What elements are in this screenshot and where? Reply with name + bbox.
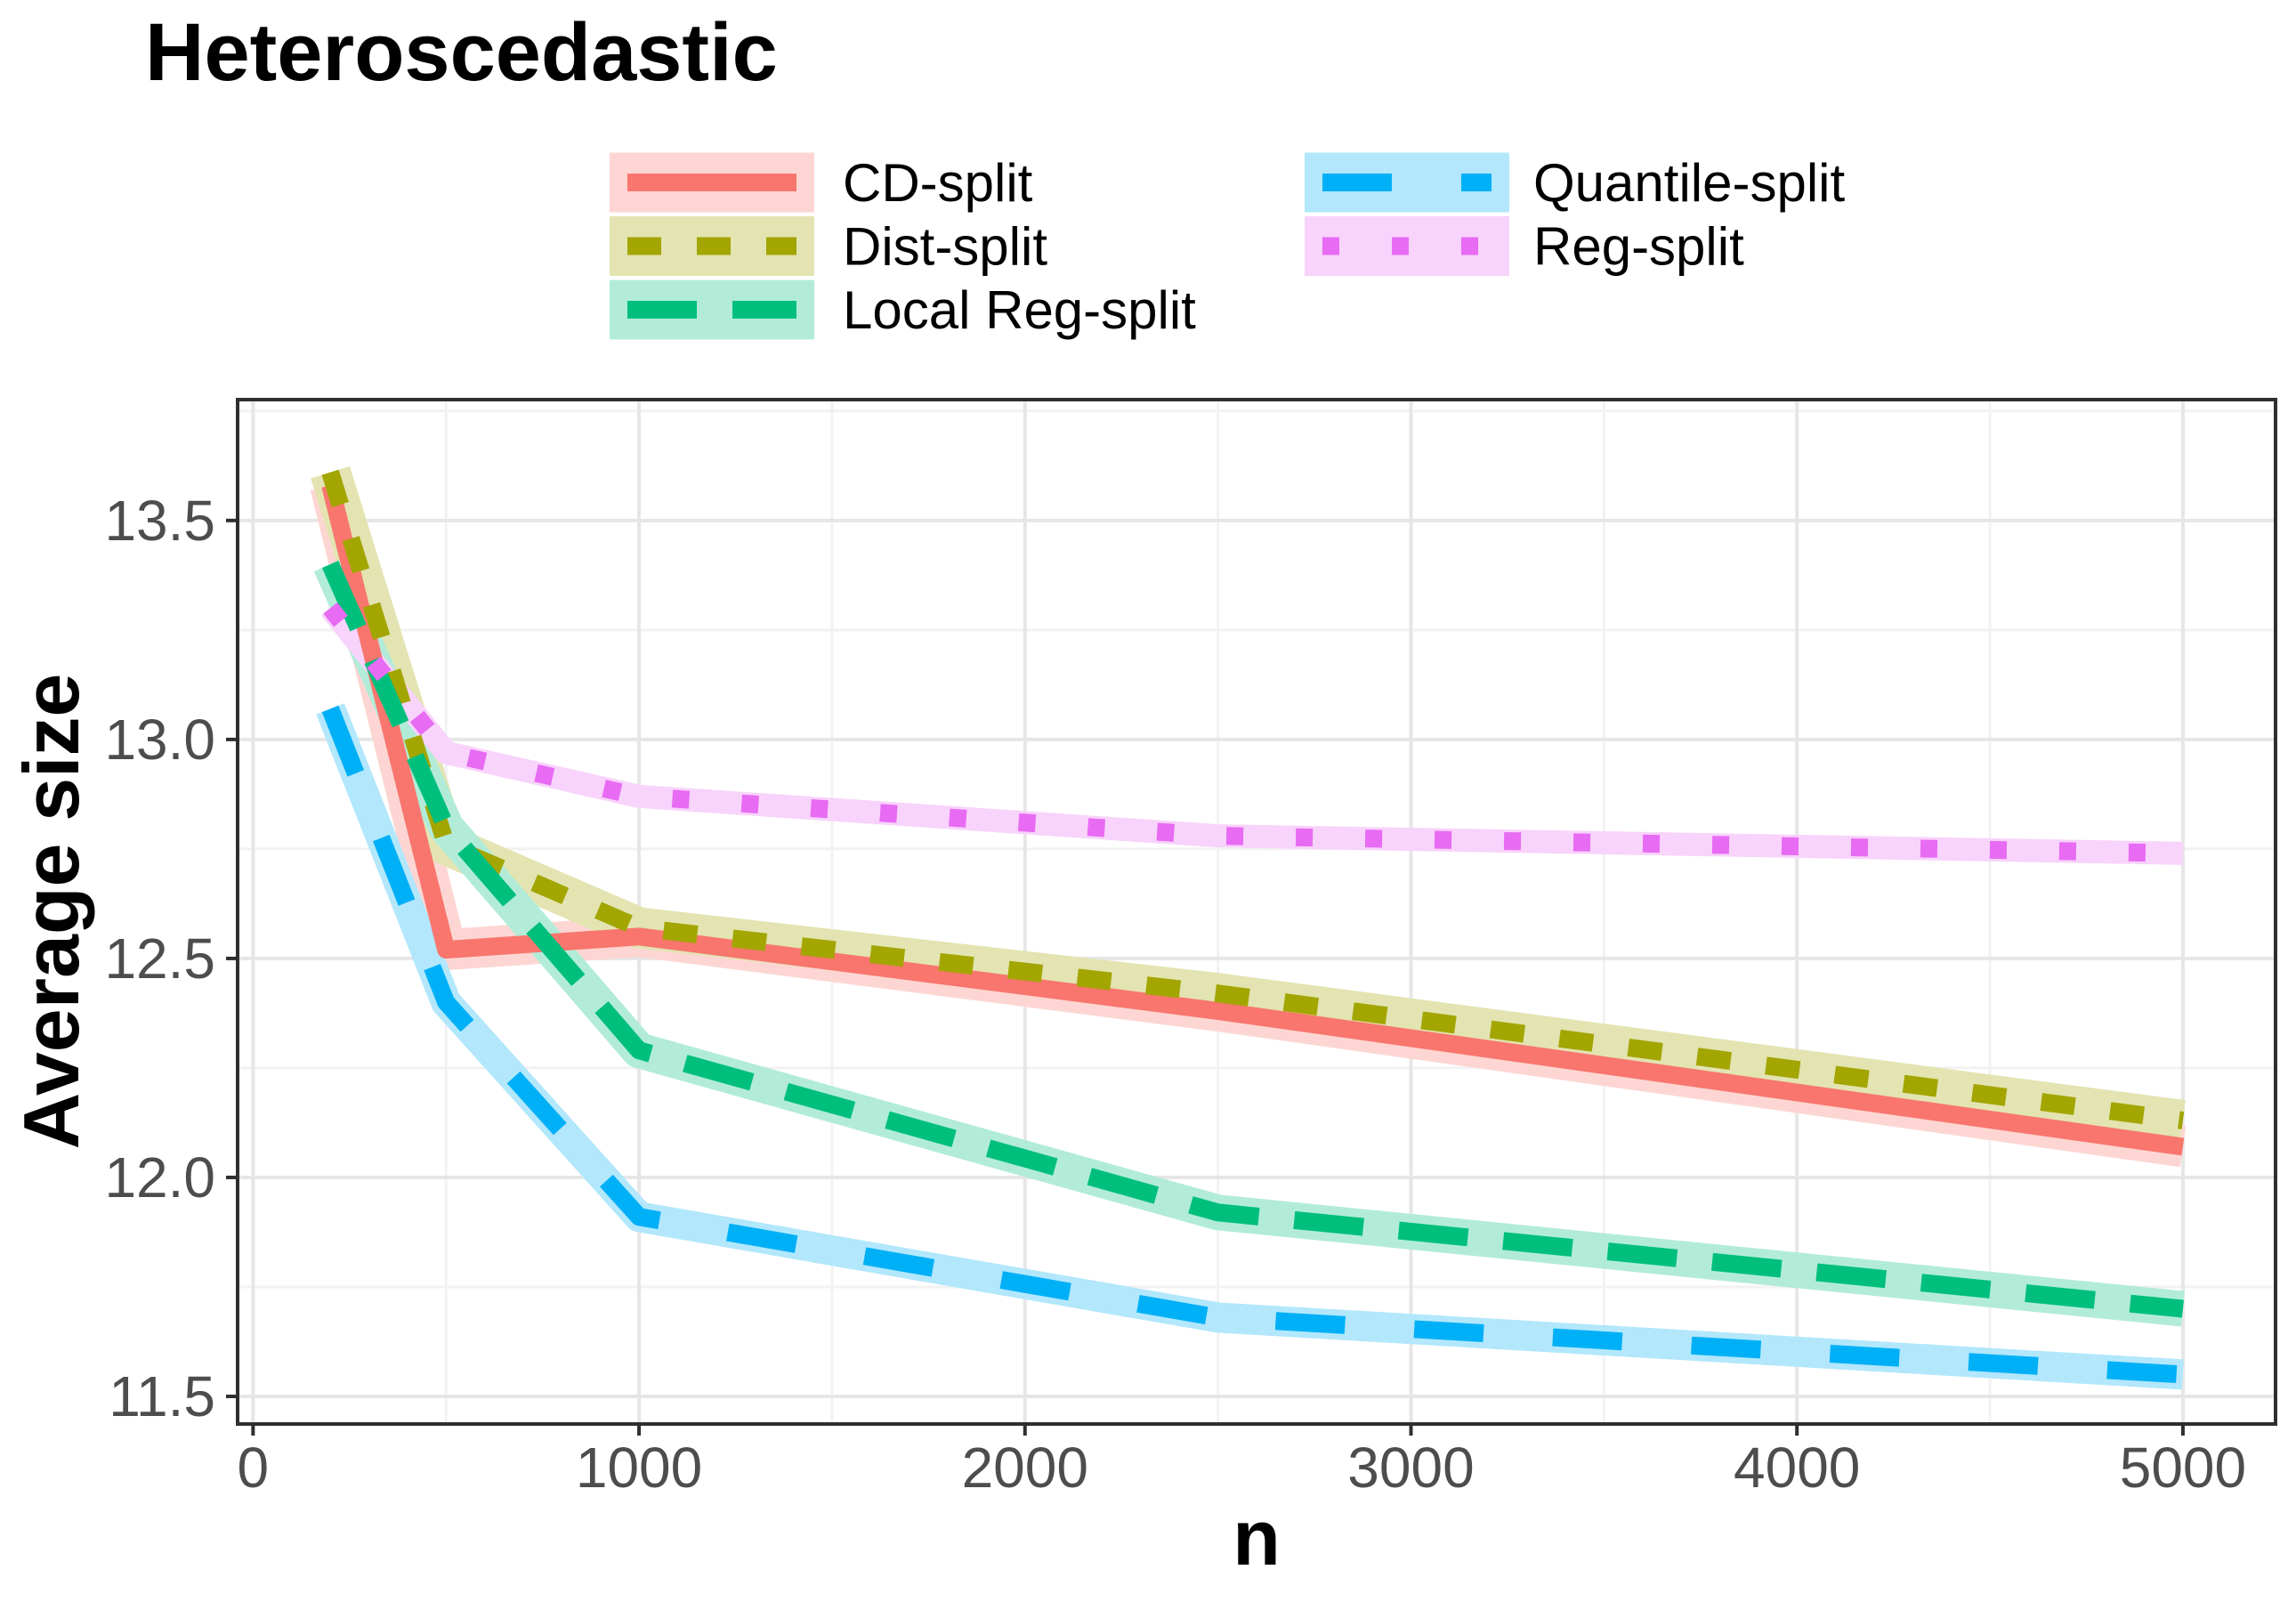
legend-label-local-reg-split: Local Reg-split [843,280,1196,340]
x-tick-label: 2000 [962,1436,1088,1500]
y-axis-title: Average size [7,674,95,1150]
series-line-local-reg-split [321,560,2184,1318]
y-tick-label: 11.5 [109,1364,215,1428]
plot-panel-border [236,398,2277,1426]
x-tick-label: 4000 [1734,1436,1860,1500]
series-line-quantile-split [321,705,2184,1384]
series-ribbon-reg-split [320,601,2184,865]
series-line-cd-split [321,483,2185,1156]
plot-panel-layer [236,398,2277,1426]
y-tick-label: 12.0 [104,1145,215,1210]
legend-label-cd-split: CD-split [843,153,1033,213]
x-axis-title: n [1233,1493,1281,1582]
legend-label-dist-split: Dist-split [843,217,1047,277]
chart-title: Heteroscedastic [145,7,778,98]
y-tick-label: 12.5 [104,926,215,991]
x-tick-label: 3000 [1347,1436,1474,1500]
legend-label-quantile-split: Quantile-split [1533,153,1845,213]
y-tick-label: 13.5 [104,489,215,553]
x-tick-label: 5000 [2120,1436,2246,1500]
y-tick-label: 13.0 [104,708,215,772]
axis-layer: 0 1000 2000 3000 4000 5000 13.5 13.0 12.5 12.0 11.… [104,489,2246,1500]
legend-label-reg-split: Reg-split [1533,217,1744,277]
x-tick-label: 1000 [576,1436,702,1500]
x-tick-label: 0 [238,1436,270,1500]
